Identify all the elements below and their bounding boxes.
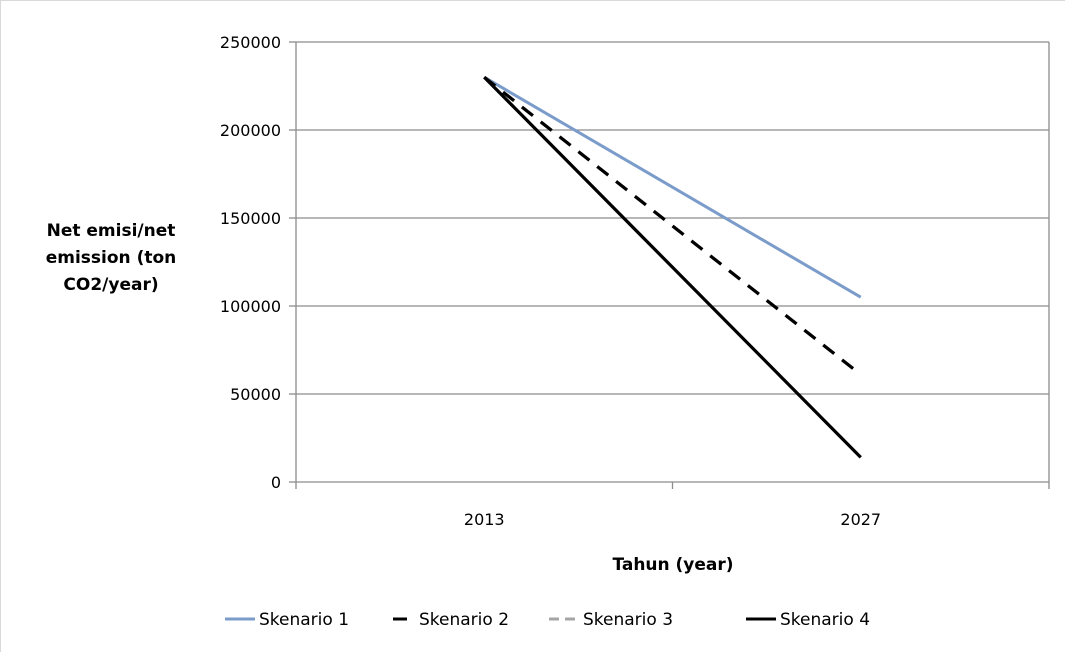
x-tick-labels: 2013 2027 — [464, 510, 881, 529]
y-tick-label: 150000 — [220, 209, 281, 228]
x-tick-label: 2013 — [464, 510, 505, 529]
gridlines — [296, 41, 1049, 395]
legend-label-4: Skenario 4 — [780, 610, 870, 630]
legend-label-3: Skenario 3 — [583, 610, 673, 630]
y-tick-label: 200000 — [220, 121, 281, 140]
y-axis-title: Net emisi/net emission (ton CO2/year) — [46, 221, 177, 295]
y-tick-label: 0 — [271, 473, 281, 492]
y-tick-label: 50000 — [230, 385, 281, 404]
x-axis-title: Tahun (year) — [612, 555, 733, 575]
series-line-4 — [483, 76, 862, 459]
y-tick-label: 250000 — [220, 33, 281, 52]
y-axis-title-line: CO2/year) — [63, 275, 158, 295]
axes — [289, 41, 1050, 489]
y-tick-labels: 0 50000 100000 150000 200000 250000 — [220, 33, 281, 492]
legend-label-1: Skenario 1 — [259, 610, 349, 630]
y-tick-label: 100000 — [220, 297, 281, 316]
x-tick-label: 2027 — [840, 510, 881, 529]
series-line-2 — [483, 75, 862, 376]
series-lines — [483, 75, 862, 459]
legend: Skenario 1 Skenario 2 Skenario 3 Skenario 4 — [225, 610, 870, 630]
y-axis-title-line: Net emisi/net — [47, 221, 176, 241]
series-line-1 — [483, 75, 862, 299]
legend-label-2: Skenario 2 — [419, 610, 509, 630]
series-line-3 — [483, 75, 862, 376]
y-axis-title-line: emission (ton — [46, 248, 177, 268]
